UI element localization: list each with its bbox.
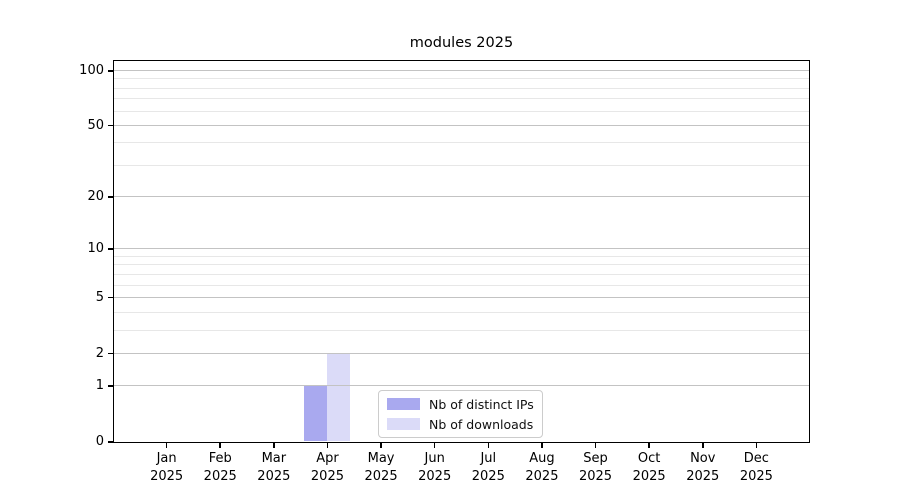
gridline-minor-6 xyxy=(114,284,809,286)
x-axis-tick-jul xyxy=(487,443,490,448)
chart-title: modules 2025 xyxy=(409,35,514,51)
plot-area xyxy=(113,60,810,443)
x-axis-tick-feb xyxy=(219,443,221,448)
x-tick-label-may: May 2025 xyxy=(364,451,398,484)
legend-label-downloads: Nb of downloads xyxy=(429,416,534,432)
x-axis-tick-dec xyxy=(755,443,758,448)
gridline-major-100 xyxy=(114,70,809,72)
x-axis-tick-may xyxy=(380,443,382,448)
gridline-minor-4 xyxy=(114,311,809,313)
gridline-major-10 xyxy=(114,248,809,250)
gridline-minor-70 xyxy=(114,98,809,100)
gridline-major-1 xyxy=(114,385,809,387)
x-axis-tick-jun xyxy=(433,443,436,448)
gridline-minor-7 xyxy=(114,273,809,275)
y-axis-tick-1 xyxy=(108,385,113,387)
x-axis-tick-nov xyxy=(702,443,704,448)
y-axis-tick-100 xyxy=(108,70,113,72)
gridline-minor-8 xyxy=(114,264,809,266)
x-axis-tick-jan xyxy=(165,443,168,448)
x-tick-label-oct: Oct 2025 xyxy=(632,451,666,484)
bar-downloads-apr xyxy=(326,352,350,441)
x-tick-label-mar: Mar 2025 xyxy=(257,451,291,484)
gridline-minor-90 xyxy=(114,78,809,80)
gridline-minor-60 xyxy=(114,110,809,112)
y-tick-label-50: 50 xyxy=(87,117,104,133)
gridline-minor-30 xyxy=(114,164,809,166)
y-tick-label-0: 0 xyxy=(95,434,104,449)
y-tick-label-20: 20 xyxy=(87,189,104,205)
x-tick-label-nov: Nov 2025 xyxy=(686,451,720,484)
x-tick-label-dec: Dec 2025 xyxy=(739,451,773,484)
gridline-major-5 xyxy=(114,296,809,298)
x-axis-tick-mar xyxy=(273,443,275,448)
gridline-major-20 xyxy=(114,196,809,198)
y-tick-label-5: 5 xyxy=(95,289,104,305)
y-tick-label-1: 1 xyxy=(95,378,104,394)
y-tick-label-100: 100 xyxy=(79,63,104,79)
gridline-minor-40 xyxy=(114,142,809,144)
x-axis-tick-apr xyxy=(326,443,329,448)
x-axis-tick-sep xyxy=(594,443,597,448)
legend-label-distinct-ips: Nb of distinct IPs xyxy=(429,396,534,412)
y-axis-tick-2 xyxy=(108,352,113,355)
x-tick-label-jul: Jul 2025 xyxy=(471,451,505,484)
y-axis-tick-20 xyxy=(108,196,113,198)
y-tick-label-2: 2 xyxy=(95,345,104,361)
x-tick-label-feb: Feb 2025 xyxy=(203,451,237,484)
legend-item-distinct-ips: Nb of distinct IPs xyxy=(387,397,534,412)
y-axis-tick-0 xyxy=(108,441,113,443)
y-tick-label-10: 10 xyxy=(87,241,104,257)
y-axis-tick-50 xyxy=(108,124,113,127)
gridline-major-2 xyxy=(114,352,809,354)
x-axis-tick-oct xyxy=(648,443,650,448)
legend-swatch-downloads xyxy=(387,418,420,430)
legend-item-downloads: Nb of downloads xyxy=(387,417,534,432)
gridline-major-50 xyxy=(114,124,809,126)
gridline-minor-80 xyxy=(114,87,809,89)
x-tick-label-jan: Jan 2025 xyxy=(150,451,184,484)
x-axis-tick-aug xyxy=(541,443,543,448)
legend-swatch-distinct-ips xyxy=(387,398,420,410)
y-axis-tick-5 xyxy=(108,296,113,299)
gridline-minor-3 xyxy=(114,329,809,331)
bar-distinct-ips-apr xyxy=(303,385,327,441)
x-tick-label-apr: Apr 2025 xyxy=(310,451,344,484)
x-tick-label-sep: Sep 2025 xyxy=(578,451,613,484)
x-tick-label-jun: Jun 2025 xyxy=(418,451,452,484)
legend: Nb of distinct IPs Nb of downloads xyxy=(378,390,543,438)
gridline-minor-9 xyxy=(114,255,809,257)
y-axis-tick-10 xyxy=(108,248,113,250)
x-tick-label-aug: Aug 2025 xyxy=(525,451,559,484)
